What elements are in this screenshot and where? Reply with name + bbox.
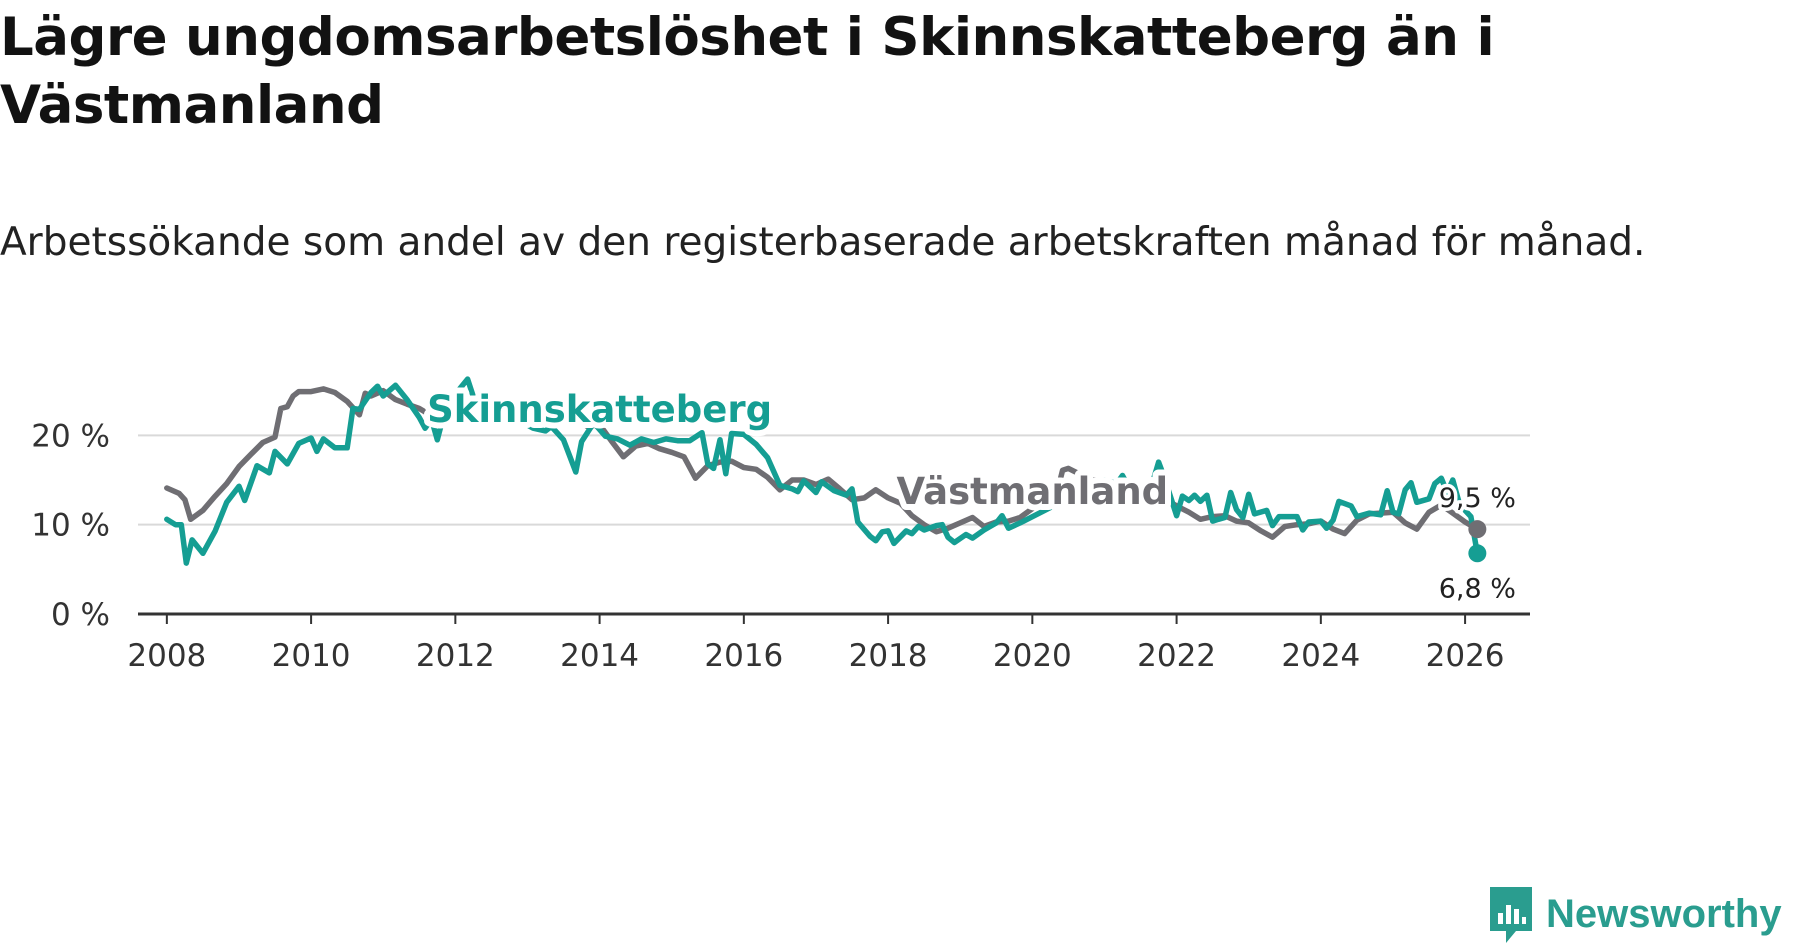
end-point-västmanland <box>1468 520 1487 539</box>
series-line-skinnskatteberg <box>164 376 1481 566</box>
series-label-skinnskatteberg: Skinnskatteberg <box>427 388 772 431</box>
y-tick-label: 10 % <box>31 508 110 544</box>
chart-title: Lägre ungdomsarbetslöshet i Skinnskatteb… <box>0 7 1495 136</box>
x-tick-label: 2026 <box>1426 638 1505 674</box>
x-tick-label: 2010 <box>272 638 351 674</box>
series-label-västmanland: Västmanland <box>897 470 1169 513</box>
axis-layer: 0 % 10 % 20 % 30 % 2008 2010 2012 2014 2016 2018 2… <box>31 360 1530 674</box>
label-layer: 9,5 % 6,8 % Skinnskatteberg Västmanland <box>421 382 1519 608</box>
y-tick-label: 0 % <box>51 597 110 633</box>
x-tick-label: 2020 <box>993 638 1072 674</box>
end-label-västmanland: 9,5 % <box>1439 483 1516 514</box>
chart-subtitle: Arbetssökande som andel av den registerb… <box>0 220 1646 265</box>
x-tick-label: 2024 <box>1281 638 1360 674</box>
newsworthy-logo: Newsworthy <box>1486 880 1782 948</box>
line-chart: 0 % 10 % 20 % 30 % 2008 2010 2012 2014 2016 2018 2… <box>31 360 1530 674</box>
series-layer <box>164 376 1481 566</box>
end-point-skinnskatteberg <box>1468 544 1487 563</box>
newsworthy-logo-icon <box>1490 887 1532 943</box>
end-label-skinnskatteberg: 6,8 % <box>1439 573 1516 604</box>
x-tick-label: 2018 <box>849 638 928 674</box>
x-tick-label: 2014 <box>560 638 639 674</box>
y-tick-label: 30 % <box>31 360 110 365</box>
brand-name: Newsworthy <box>1546 891 1782 936</box>
x-tick-label: 2022 <box>1137 638 1216 674</box>
y-tick-label: 20 % <box>31 418 110 454</box>
x-tick-label: 2008 <box>127 638 206 674</box>
x-tick-label: 2012 <box>416 638 495 674</box>
x-tick-label: 2016 <box>704 638 783 674</box>
